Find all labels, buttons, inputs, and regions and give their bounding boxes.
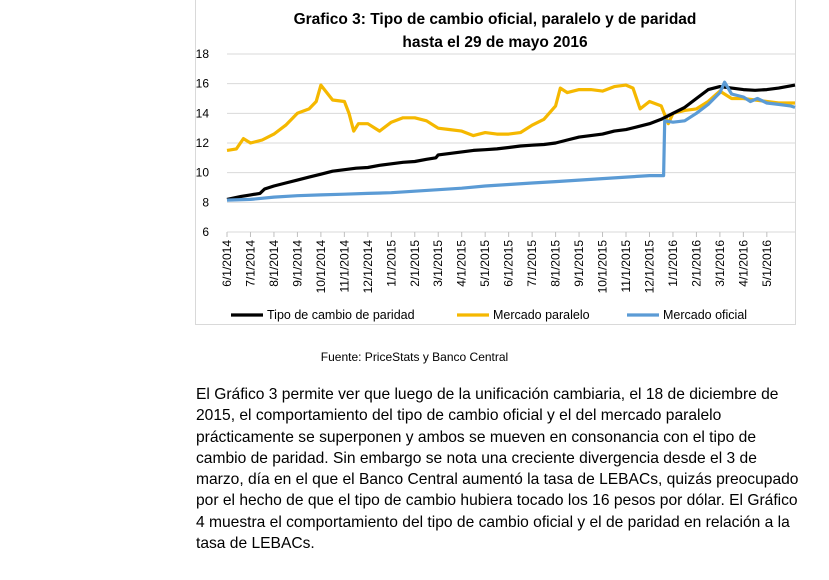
y-tick-label: 6 [202,225,209,239]
x-tick-label: 6/1/2015 [502,240,516,287]
x-tick-label: 11/1/2015 [619,240,633,293]
y-tick-label: 14 [196,106,210,120]
x-tick-label: 3/1/2015 [431,240,445,287]
y-tick-label: 8 [202,195,209,209]
x-tick-label: 1/1/2016 [666,240,680,287]
chart-source: Fuente: PriceStats y Banco Central [320,350,509,364]
x-tick-label: 8/1/2015 [549,240,563,287]
y-tick-label: 16 [196,77,210,91]
x-tick-label: 12/1/2014 [361,240,375,294]
x-tick-label: 4/1/2016 [736,240,750,287]
legend-label: Tipo de cambio de paridad [267,308,415,322]
line-chart: Grafico 3: Tipo de cambio oficial, paral… [196,11,796,322]
series-line-0 [226,83,796,201]
y-tick-label: 12 [196,136,210,150]
chart-title-line2: hasta el 29 de mayo 2016 [402,34,588,51]
chart-title-line1: Grafico 3: Tipo de cambio oficial, paral… [294,11,697,28]
x-tick-label: 8/1/2014 [267,240,281,287]
x-tick-label: 5/1/2016 [760,240,774,287]
x-tick-label: 9/1/2014 [290,240,304,287]
x-tick-label: 6/1/2014 [220,240,234,287]
x-tick-label: 2/1/2016 [689,240,703,287]
x-tick-label: 10/1/2014 [314,240,328,294]
x-tick-label: 3/1/2016 [713,240,727,287]
x-tick-label: 4/1/2015 [455,240,469,287]
legend-label: Mercado oficial [663,308,747,322]
x-tick-label: 1/1/2015 [384,240,398,287]
series-line-2 [226,80,796,202]
y-tick-label: 10 [196,166,210,180]
series-line-1 [226,83,795,152]
x-tick-label: 5/1/2015 [478,240,492,287]
x-tick-label: 11/1/2014 [337,240,351,293]
x-tick-label: 2/1/2015 [408,240,422,287]
x-tick-label: 7/1/2014 [243,240,257,287]
x-tick-label: 12/1/2015 [642,240,656,294]
x-tick-label: 10/1/2015 [596,240,610,294]
legend-label: Mercado paralelo [493,308,590,322]
x-tick-label: 7/1/2015 [525,240,539,287]
y-tick-label: 18 [196,47,210,61]
body-paragraph: El Gráfico 3 permite ver que luego de la… [196,386,799,553]
x-tick-label: 9/1/2015 [572,240,586,287]
